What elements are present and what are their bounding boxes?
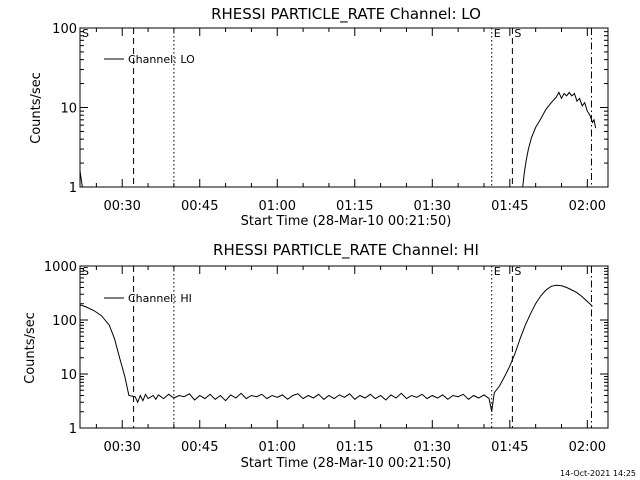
y-tick-label: 10 bbox=[60, 368, 77, 383]
x-tick-label: 01:30 bbox=[414, 199, 451, 214]
y-tick-label: 100 bbox=[52, 22, 77, 37]
y-axis-hi: 1 10 100 1000 bbox=[44, 260, 608, 437]
x-tick-label: 01:15 bbox=[336, 199, 373, 214]
event-marker-label: S bbox=[514, 27, 521, 40]
x-tick-label: 00:45 bbox=[181, 440, 218, 455]
y-axis-label-lo: Counts/sec bbox=[29, 72, 44, 144]
x-tick-label: 01:45 bbox=[491, 440, 528, 455]
chart-title-lo: RHESSI PARTICLE_RATE Channel: LO bbox=[211, 5, 481, 24]
x-tick-label: 00:30 bbox=[103, 440, 140, 455]
y-tick-label: 10 bbox=[60, 102, 77, 117]
panel-lo: RHESSI PARTICLE_RATE Channel: LO 110100 … bbox=[29, 5, 609, 229]
footer-timestamp: 14-Oct-2021 14:25 bbox=[560, 469, 636, 478]
x-tick-label: 00:45 bbox=[181, 199, 218, 214]
y-axis-label-hi: Counts/sec bbox=[23, 312, 38, 384]
y-tick-label: 1000 bbox=[44, 260, 77, 275]
y-tick-label: 100 bbox=[52, 314, 77, 329]
x-axis-label-hi: Start Time (28-Mar-10 00:21:50) bbox=[241, 456, 452, 471]
x-tick-label: 00:30 bbox=[103, 199, 140, 214]
legend-label-hi: Channel: HI bbox=[128, 292, 192, 305]
left-marker-label-lo: S bbox=[82, 27, 89, 40]
plot-frame-lo bbox=[79, 27, 609, 188]
series-line-hi bbox=[79, 284, 593, 412]
y-axis-lo: 1 10 100 bbox=[52, 22, 608, 196]
x-tick-label: 01:00 bbox=[259, 440, 296, 455]
plot-frame-hi bbox=[79, 265, 609, 429]
series-line-lo bbox=[79, 91, 597, 188]
legend-label-lo: Channel: LO bbox=[128, 53, 195, 66]
event-marker-label: E bbox=[494, 27, 501, 40]
panel-hi: RHESSI PARTICLE_RATE Channel: HI 1101001… bbox=[23, 241, 609, 471]
event-marker-label: S bbox=[514, 265, 521, 278]
x-axis-label-lo: Start Time (28-Mar-10 00:21:50) bbox=[241, 214, 452, 229]
event-marker-label: E bbox=[494, 265, 501, 278]
x-tick-label: 02:00 bbox=[569, 199, 606, 214]
x-tick-label: 01:00 bbox=[259, 199, 296, 214]
legend-lo: Channel: LO bbox=[104, 53, 195, 66]
x-tick-label: 01:15 bbox=[336, 440, 373, 455]
x-axis-lo: 00:30 00:45 01:00 01:15 01:30 01:45 02:00 bbox=[95, 28, 606, 214]
x-tick-label: 02:00 bbox=[569, 440, 606, 455]
x-tick-label: 01:30 bbox=[414, 440, 451, 455]
x-tick-label: 01:45 bbox=[491, 199, 528, 214]
legend-hi: Channel: HI bbox=[104, 292, 192, 305]
y-tick-label: 1 bbox=[69, 181, 77, 196]
chart-title-hi: RHESSI PARTICLE_RATE Channel: HI bbox=[213, 241, 479, 260]
x-axis-hi: 00:30 00:45 01:00 01:15 01:30 01:45 02:00 bbox=[95, 266, 606, 455]
left-marker-label-hi: S bbox=[82, 265, 89, 278]
y-tick-label: 1 bbox=[69, 422, 77, 437]
